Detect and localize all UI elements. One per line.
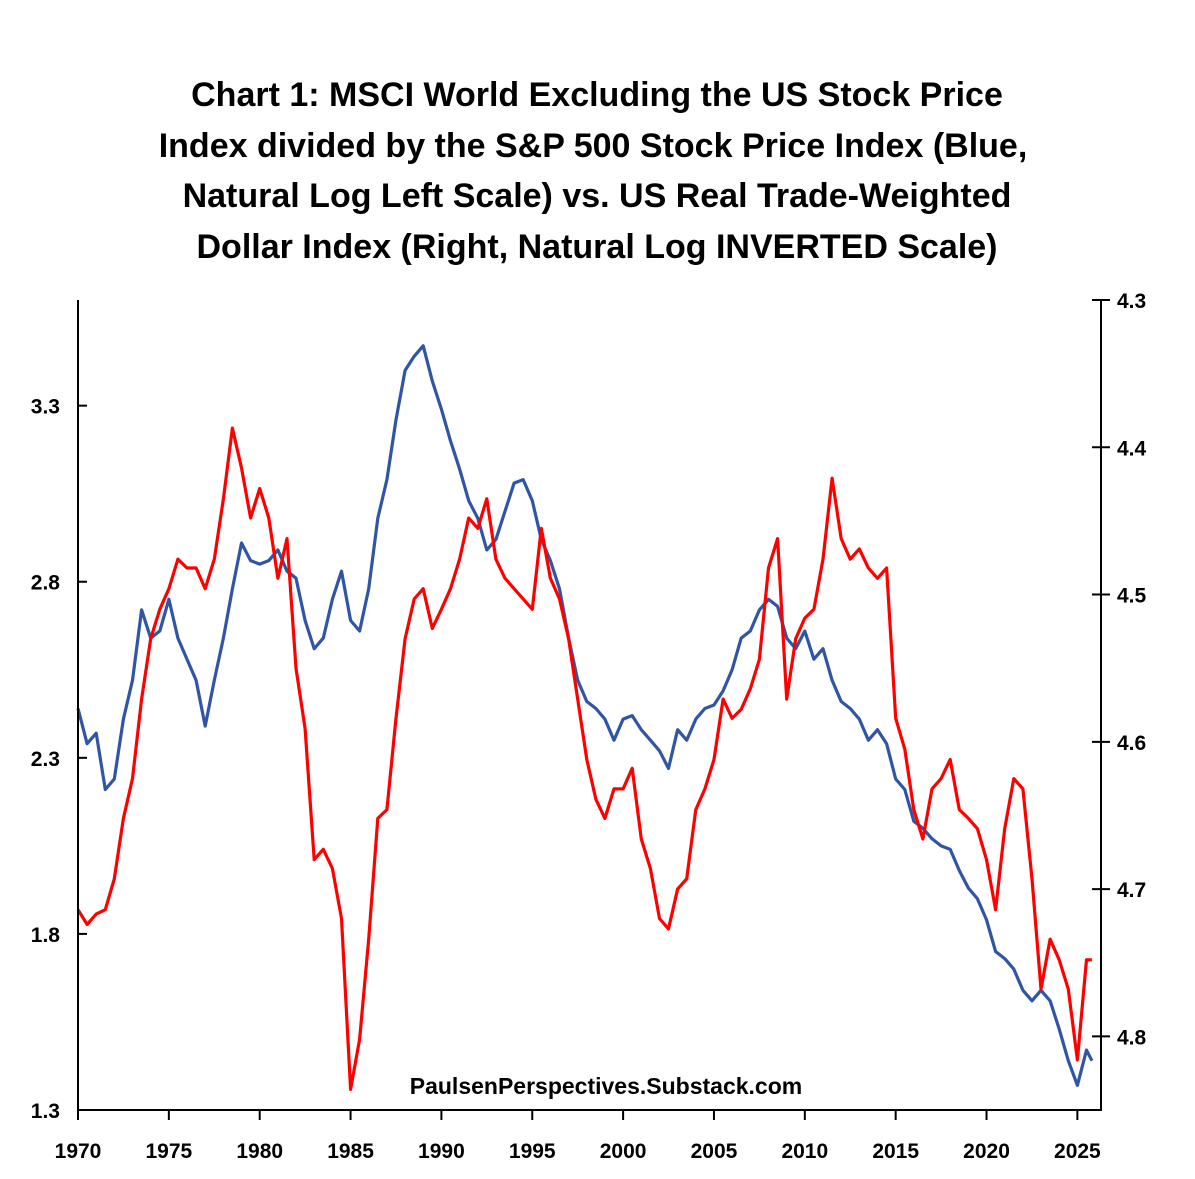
left-y-tick-label: 2.3	[31, 748, 60, 771]
right-y-tick-label: 4.3	[1117, 290, 1146, 313]
right-y-tick-label: 4.8	[1117, 1026, 1147, 1049]
x-tick-label: 2020	[963, 1140, 1010, 1163]
x-tick-label: 1980	[236, 1140, 283, 1163]
watermark: PaulsenPerspectives.Substack.com	[410, 1073, 802, 1099]
x-tick-label: 2025	[1054, 1140, 1101, 1163]
left-y-tick-label: 1.3	[31, 1100, 60, 1123]
x-tick-label: 2015	[872, 1140, 919, 1163]
left-y-tick-label: 2.8	[31, 572, 61, 595]
right-y-tick-label: 4.4	[1117, 437, 1147, 460]
series-line-dollar-index	[76, 426, 1092, 1091]
chart-title: Chart 1: MSCI World Excluding the US Sto…	[159, 76, 1028, 266]
left-y-tick-label: 3.3	[31, 396, 60, 419]
x-tick-label: 1970	[55, 1140, 102, 1163]
right-y-tick-label: 4.5	[1117, 585, 1147, 608]
x-tick-label: 1995	[509, 1140, 556, 1163]
x-tick-label: 1990	[418, 1140, 465, 1163]
series-line-msci-ratio	[76, 344, 1094, 1087]
series-layer	[76, 344, 1094, 1091]
title-line-4: Dollar Index (Right, Natural Log INVERTE…	[197, 228, 998, 266]
right-y-tick-label: 4.7	[1117, 879, 1146, 902]
x-tick-label: 1975	[145, 1140, 192, 1163]
title-line-1: Chart 1: MSCI World Excluding the US Sto…	[191, 76, 1003, 114]
axes-layer: 1970 1975 1980 1985 1990 1995 2000 2005 2010 2015…	[31, 290, 1147, 1163]
x-tick-label: 1985	[327, 1140, 374, 1163]
right-y-tick-label: 4.6	[1117, 732, 1146, 755]
title-line-2: Index divided by the S&P 500 Stock Price…	[159, 127, 1028, 165]
title-line-3: Natural Log Left Scale) vs. US Real Trad…	[183, 177, 1012, 215]
x-tick-label: 2000	[600, 1140, 647, 1163]
x-tick-label: 2010	[781, 1140, 828, 1163]
left-y-tick-label: 1.8	[31, 924, 61, 947]
x-tick-label: 2005	[691, 1140, 738, 1163]
